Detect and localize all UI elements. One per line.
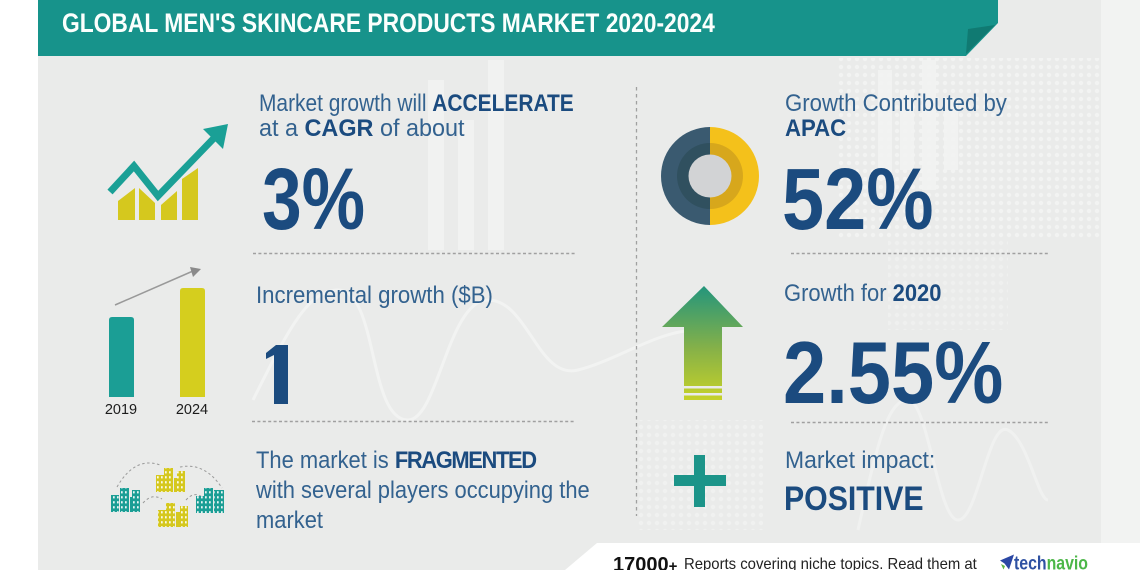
svg-text:technavio: technavio [1014,554,1088,570]
svg-text:2024: 2024 [176,402,208,418]
svg-text:2019: 2019 [105,402,137,418]
